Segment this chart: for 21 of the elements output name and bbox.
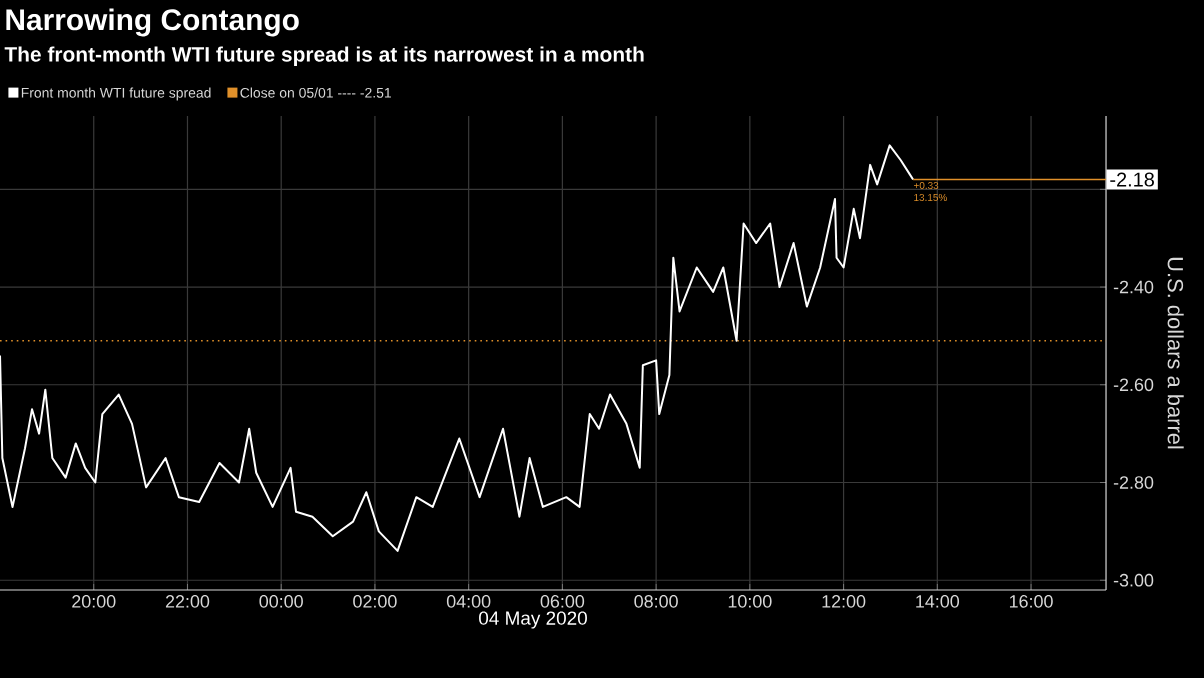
- annotation: -2.18: [1110, 172, 1154, 187]
- y-tick-label: -2.40: [1113, 280, 1154, 294]
- chart-title: Narrowing Contango: [6, 8, 299, 37]
- chart-subtitle: The front-month WTI future spread is at its narrowest in a month: [4, 46, 644, 66]
- x-tick-label: 14:00: [916, 595, 960, 608]
- x-tick-label: 22:00: [165, 595, 210, 608]
- x-tick-label: 12:00: [822, 595, 866, 608]
- x-tick-label: 10:00: [728, 595, 772, 608]
- x-tick-label: 02:00: [353, 595, 397, 608]
- y-tick-label: -2.80: [1113, 476, 1154, 489]
- x-tick-label: 08:00: [634, 595, 678, 608]
- x-tick-label: 20:00: [72, 595, 116, 608]
- x-tick-label: 16:00: [1009, 595, 1053, 608]
- y-tick-label: -2.60: [1113, 378, 1154, 392]
- y-axis-title: U.S. dollars a barrel: [1167, 257, 1184, 449]
- line-series: [0, 144, 915, 552]
- x-tick-label: 06:00: [540, 595, 585, 608]
- x-axis-title: 04 May 2020: [479, 611, 587, 629]
- x-tick-label: 04:00: [446, 595, 491, 608]
- y-tick-label: -3.00: [1113, 573, 1154, 587]
- x-tick-label: 00:00: [259, 595, 303, 608]
